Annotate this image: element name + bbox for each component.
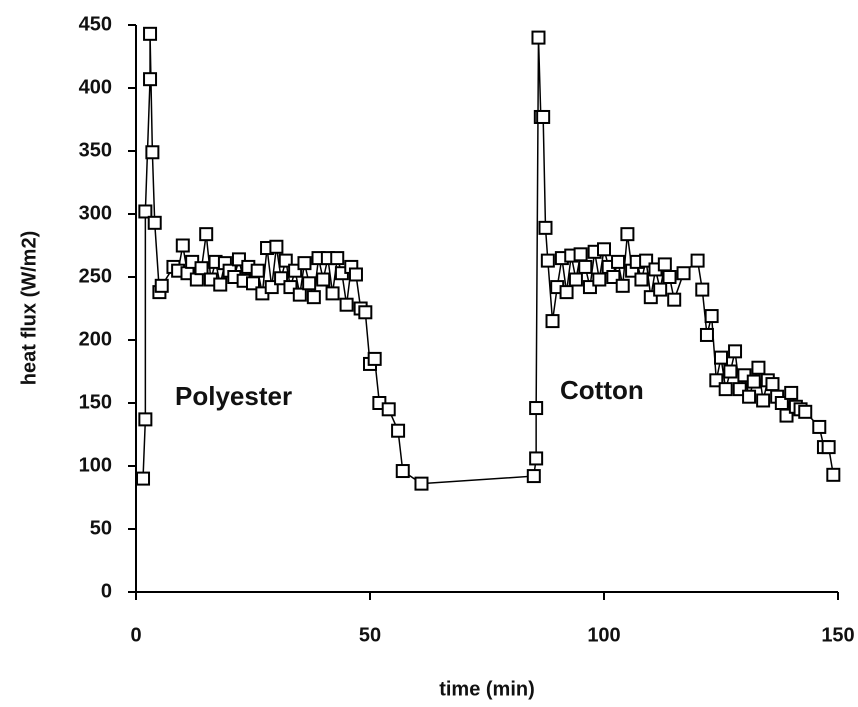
data-point (699, 327, 714, 342)
x-axis-title: time (min) (439, 678, 535, 700)
data-point (154, 278, 169, 293)
data-point (316, 272, 331, 287)
data-point (634, 272, 649, 287)
data-point (367, 351, 382, 366)
y-tick-label: 0 (101, 580, 112, 602)
data-point (297, 256, 312, 271)
data-point (348, 267, 363, 282)
data-point (194, 261, 209, 276)
data-point (812, 419, 827, 434)
data-point (526, 469, 541, 484)
data-point (751, 360, 766, 375)
data-point (653, 282, 668, 297)
data-point (529, 451, 544, 466)
annotation: Cotton (560, 375, 644, 405)
y-tick-label: 50 (90, 517, 112, 539)
data-point (292, 287, 307, 302)
data-point (213, 277, 228, 292)
data-point (756, 393, 771, 408)
data-point (620, 227, 635, 242)
data-point (615, 278, 630, 293)
data-point (414, 476, 429, 491)
data-point (269, 239, 284, 254)
y-tick-label: 350 (79, 139, 112, 161)
data-point (531, 30, 546, 45)
y-tick-label: 100 (79, 454, 112, 476)
data-point (175, 238, 190, 253)
data-point (138, 412, 153, 427)
data-point (147, 215, 162, 230)
data-point (784, 385, 799, 400)
data-point (611, 254, 626, 269)
x-tick-label: 150 (821, 624, 854, 646)
y-tick-label: 150 (79, 391, 112, 413)
data-point (592, 272, 607, 287)
data-point (690, 253, 705, 268)
data-point (597, 242, 611, 257)
y-tick-label: 300 (79, 202, 112, 224)
data-point (395, 464, 410, 479)
data-point (306, 290, 321, 305)
data-point (568, 272, 583, 287)
data-point (821, 440, 836, 455)
y-tick-label: 200 (79, 328, 112, 350)
data-point (798, 404, 813, 419)
x-tick-label: 100 (587, 624, 620, 646)
data-point (250, 263, 265, 278)
data-point (545, 314, 560, 329)
data-point (573, 247, 588, 262)
y-axis-title: heat flux (W/m2) (18, 231, 40, 385)
data-point (358, 305, 373, 320)
data-point (143, 72, 158, 87)
data-point (199, 227, 214, 242)
data-point (676, 266, 691, 281)
data-point (765, 377, 780, 392)
data-point (325, 286, 340, 301)
data-point (302, 276, 317, 291)
data-point (529, 401, 544, 416)
data-point (728, 344, 743, 359)
data-point (143, 26, 158, 41)
data-point (714, 350, 728, 365)
y-tick-label: 450 (79, 13, 112, 35)
data-point (657, 257, 672, 272)
data-point (339, 297, 354, 312)
data-point (381, 402, 396, 417)
data-point (667, 292, 682, 307)
data-point (695, 282, 710, 297)
data-point (826, 467, 841, 482)
data-point (704, 309, 719, 324)
data-point (559, 285, 574, 300)
data-point (189, 272, 204, 287)
data-point (540, 253, 555, 268)
data-point (330, 251, 345, 266)
x-tick-label: 0 (130, 624, 141, 646)
data-point (723, 364, 738, 379)
data-point (538, 220, 553, 235)
data-point (536, 109, 551, 124)
data-point (578, 259, 593, 274)
data-point (145, 145, 160, 160)
data-point (278, 253, 293, 268)
data-point (742, 389, 757, 404)
y-tick-label: 400 (79, 76, 112, 98)
x-tick-label: 50 (359, 624, 381, 646)
data-point (391, 423, 406, 438)
data-point (136, 471, 151, 486)
data-point (662, 270, 677, 284)
data-point (718, 382, 733, 397)
annotation: Polyester (175, 381, 292, 411)
data-point (138, 204, 153, 219)
data-line (142, 33, 835, 485)
data-point (746, 374, 761, 389)
y-tick-label: 250 (79, 265, 112, 287)
